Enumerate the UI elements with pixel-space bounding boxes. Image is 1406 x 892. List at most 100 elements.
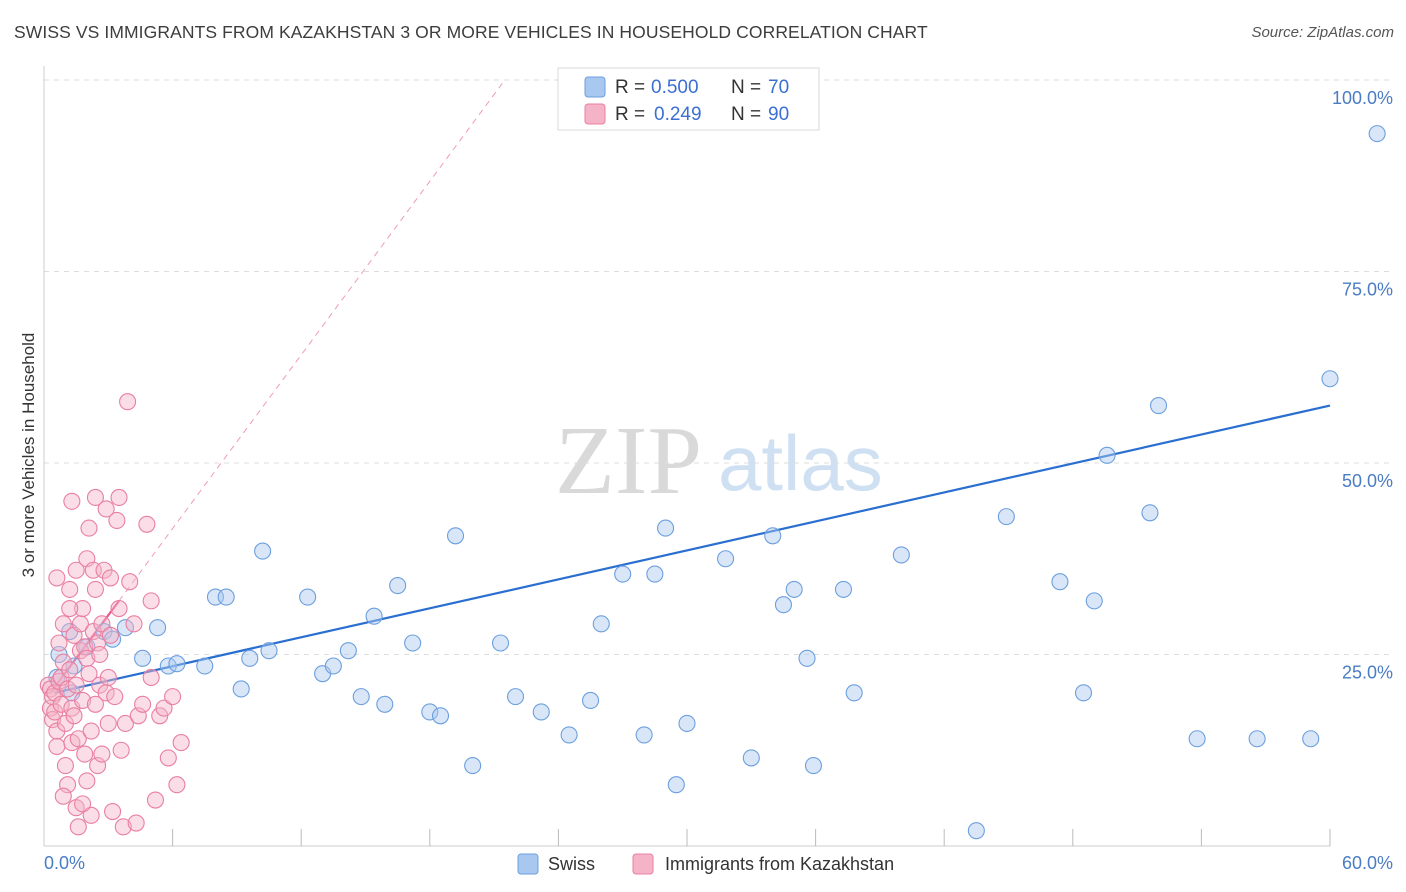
swiss-point-52: [967, 822, 985, 840]
kaz-point-83: [61, 599, 79, 618]
legend-swiss-n-value: 70: [768, 77, 789, 98]
kaz-point-43: [86, 695, 104, 713]
bottom-legend-kaz-label: Immigrants from Kazakhstan: [665, 854, 894, 874]
kaz-point-34: [76, 745, 94, 763]
data-points: [39, 125, 1386, 840]
kaz-point-27: [69, 730, 87, 748]
kaz-point-89: [142, 668, 160, 687]
swiss-point-65: [1368, 125, 1386, 143]
swiss-point-15: [254, 542, 272, 560]
swiss-point-47: [798, 649, 816, 667]
kaz-point-8: [48, 737, 66, 755]
kaz-point-77: [63, 492, 81, 510]
swiss-point-14: [241, 649, 259, 667]
kaz-point-20: [61, 661, 79, 679]
swiss-point-31: [506, 688, 525, 706]
kaz-point-54: [99, 714, 117, 732]
watermark-zip: ZIP: [555, 407, 702, 515]
kaz-point-75: [172, 734, 190, 752]
kaz-point-67: [138, 515, 156, 533]
swiss-point-41: [678, 714, 696, 732]
kaz-point-16: [56, 757, 74, 775]
swiss-point-43: [742, 749, 760, 767]
bottom-legend: Swiss Immigrants from Kazakhstan: [517, 853, 894, 875]
swiss-point-56: [1085, 592, 1103, 610]
kaz-point-17: [59, 680, 77, 698]
bottom-legend-kaz-swatch: [632, 853, 654, 875]
swiss-point-59: [1149, 396, 1168, 415]
legend-kaz-n-value: 90: [768, 104, 789, 125]
swiss-point-25: [404, 634, 422, 652]
swiss-point-12: [217, 588, 235, 606]
x-tick-max: 60.0%: [1342, 853, 1393, 873]
kaz-point-26: [67, 676, 85, 694]
swiss-point-7: [149, 619, 167, 637]
y-tick-label-25: 25.0%: [1342, 663, 1393, 683]
legend-swiss-swatch: [584, 76, 606, 98]
kaz-point-74: [168, 776, 186, 794]
swiss-point-36: [614, 565, 632, 583]
legend-kaz-n-label: N =: [731, 104, 761, 125]
swiss-point-9: [168, 655, 186, 673]
kaz-point-88: [127, 814, 145, 832]
y-axis-label: 3 or more Vehicles in Household: [19, 333, 38, 578]
swiss-point-37: [635, 726, 653, 744]
swiss-point-24: [389, 577, 407, 595]
kaz-point-66: [134, 695, 152, 713]
swiss-point-13: [232, 680, 250, 698]
kaz-point-10: [50, 634, 68, 652]
kaz-point-85: [86, 580, 104, 598]
swiss-point-51: [892, 546, 910, 564]
swiss-point-49: [834, 580, 853, 598]
swiss-point-26: [421, 703, 439, 721]
swiss-point-57: [1098, 446, 1116, 464]
kaz-point-86: [101, 569, 119, 587]
swiss-point-53: [997, 508, 1015, 526]
kaz-point-61: [114, 818, 132, 836]
kaz-point-28: [69, 818, 87, 836]
gridlines: 25.0% 50.0% 75.0% 100.0%: [44, 79, 1393, 683]
swiss-point-21: [352, 688, 370, 706]
swiss-point-16: [260, 642, 278, 660]
kaz-point-55: [101, 626, 119, 644]
kaz-point-31: [74, 599, 92, 618]
kaz-point-24: [65, 707, 83, 725]
axes: [43, 66, 1331, 847]
kaz-point-87: [74, 795, 92, 813]
kaz-point-72: [159, 749, 177, 767]
swiss-point-20: [339, 642, 357, 660]
kaz-point-78: [97, 500, 115, 518]
legend-swiss-n-label: N =: [731, 77, 761, 98]
swiss-point-54: [1051, 573, 1069, 591]
legend: R = 0.500 N = 70 R = 0.249 N = 90: [557, 67, 820, 131]
swiss-point-44: [764, 527, 782, 545]
swiss-point-10: [196, 657, 214, 675]
legend-swiss-r-value: 0.500: [651, 77, 699, 98]
swiss-point-58: [1141, 504, 1159, 522]
swiss-point-55: [1074, 684, 1093, 702]
kaz-point-39: [82, 722, 100, 740]
swiss-point-22: [365, 607, 383, 625]
bottom-legend-swiss-label: Swiss: [548, 854, 595, 874]
kaz-trend-extension: [118, 79, 506, 602]
swiss-point-60: [1188, 730, 1206, 748]
y-tick-label-75: 75.0%: [1342, 280, 1393, 300]
swiss-point-23: [376, 695, 394, 713]
legend-swiss-r-label: R =: [615, 77, 645, 98]
kaz-point-84: [48, 569, 66, 587]
chart-title: SWISS VS IMMIGRANTS FROM KAZAKHSTAN 3 OR…: [14, 22, 928, 42]
kaz-point-19: [61, 580, 79, 598]
kaz-trend-line: [49, 600, 120, 694]
swiss-point-62: [1302, 730, 1320, 748]
swiss-point-48: [804, 757, 823, 775]
kaz-point-12: [52, 695, 70, 713]
swiss-point-61: [1248, 730, 1266, 748]
swiss-point-30: [491, 634, 510, 652]
kaz-point-64: [125, 615, 143, 633]
kaz-point-47: [91, 645, 109, 664]
kaz-point-68: [142, 592, 160, 610]
kaz-point-25: [67, 561, 85, 579]
kaz-point-59: [110, 599, 128, 618]
kaz-point-62: [116, 714, 134, 732]
kaz-point-58: [108, 511, 126, 530]
